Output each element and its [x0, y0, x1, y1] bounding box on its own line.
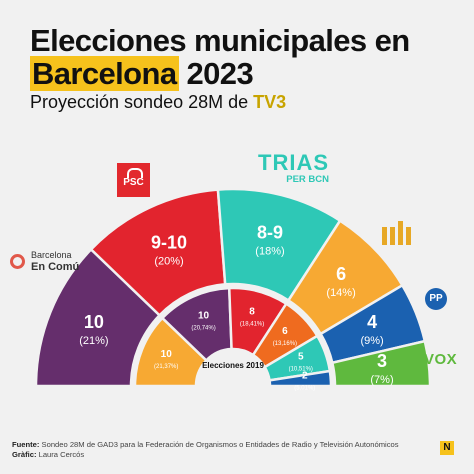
inner-pct-label-1: (21,37%): [154, 364, 178, 370]
outer-pct-label-6: (7%): [370, 374, 393, 386]
inner-pct-label-2: (20,74%): [191, 325, 215, 331]
bcomu-logo-line2: En Comú: [31, 261, 80, 273]
outer-value-label-1: 10: [84, 312, 104, 332]
inner-value-label-2: 10: [198, 310, 210, 321]
inner-value-label-3: 8: [249, 307, 255, 318]
outer-value-label-3: 8-9: [257, 223, 283, 243]
footer: Fuente: Sondeo 28M de GAD3 para la Feder…: [12, 440, 422, 460]
vox-logo: VOX: [424, 351, 458, 368]
outer-pct-label-1: (21%): [79, 335, 108, 347]
pp-logo: PP: [425, 288, 447, 310]
outer-value-label-2: 9-10: [151, 232, 187, 252]
psc-logo: PSC: [117, 163, 150, 197]
subtitle: Proyección sondeo 28M de TV3: [30, 92, 286, 113]
inner-pct-label-5: (10,51%): [289, 367, 313, 373]
outer-value-label-6: 3: [377, 351, 387, 371]
page-title: Elecciones municipales en Barcelona 2023: [30, 23, 410, 91]
bcomu-circle-icon: [10, 254, 25, 269]
inner-value-label-4: 6: [282, 326, 288, 337]
outer-value-label-4: 6: [336, 264, 346, 284]
inner-value-label-6: 2: [302, 370, 308, 381]
trias-logo-line1: TRIAS: [258, 150, 329, 175]
trias-logo-line2: PER BCN: [286, 174, 329, 185]
inner-segment-6: [268, 369, 333, 388]
publisher-logo: N: [440, 441, 454, 455]
title-line1: Elecciones municipales en: [30, 23, 410, 58]
footer-graphic-text: Laura Cercós: [38, 450, 85, 459]
outer-pct-label-5: (9%): [361, 335, 384, 347]
inner-value-label-1: 10: [161, 349, 173, 360]
outer-pct-label-3: (18%): [255, 246, 284, 258]
footer-source-label: Fuente:: [12, 440, 40, 449]
outer-pct-label-2: (20%): [154, 255, 183, 267]
outer-segment-6: [330, 339, 432, 388]
inner-value-label-5: 5: [298, 352, 304, 363]
footer-source-text: Sondeo 28M de GAD3 para la Federación de…: [41, 440, 399, 449]
title-year: 2023: [186, 56, 254, 91]
subtitle-main: Proyección sondeo 28M de: [30, 92, 249, 112]
bcomu-logo-line1: Barcelona: [31, 250, 72, 260]
outer-value-label-5: 4: [367, 312, 377, 332]
trias-logo: TRIAS PER BCN: [258, 150, 329, 186]
inner-pct-label-3: (18,41%): [240, 322, 264, 328]
erc-logo-icon: [382, 217, 412, 245]
inner-center-label: Elecciones 2019: [202, 361, 264, 370]
inner-pct-label-4: (13,16%): [273, 341, 297, 347]
footer-graphic-label: Gràfic:: [12, 450, 37, 459]
bcomu-logo: Barcelona En Comú: [6, 250, 86, 278]
outer-pct-label-4: (14%): [326, 287, 355, 299]
inner-pct-label-6: (5,01%): [294, 385, 315, 391]
title-highlight: Barcelona: [30, 56, 179, 91]
subtitle-brand: TV3: [253, 92, 287, 112]
